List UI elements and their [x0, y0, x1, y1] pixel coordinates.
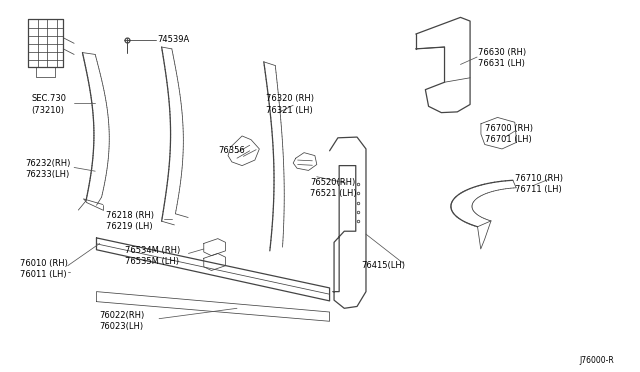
Text: 76022(RH)
76023(LH): 76022(RH) 76023(LH) — [100, 311, 145, 331]
Text: SEC.730
(73210): SEC.730 (73210) — [31, 94, 67, 115]
Text: 76700 (RH)
76701 (LH): 76700 (RH) 76701 (LH) — [484, 124, 532, 144]
Text: J76000-R: J76000-R — [579, 356, 614, 365]
Text: 76710 (RH)
76711 (LH): 76710 (RH) 76711 (LH) — [515, 174, 563, 194]
Text: 76415(LH): 76415(LH) — [362, 261, 406, 270]
Text: 76630 (RH)
76631 (LH): 76630 (RH) 76631 (LH) — [478, 48, 527, 68]
Text: 76218 (RH)
76219 (LH): 76218 (RH) 76219 (LH) — [106, 211, 154, 231]
Text: 76520(RH)
76521 (LH): 76520(RH) 76521 (LH) — [310, 178, 357, 198]
Text: 76356: 76356 — [218, 146, 244, 155]
Text: 76320 (RH)
76321 (LH): 76320 (RH) 76321 (LH) — [266, 94, 314, 115]
Text: 76534M (RH)
76535M (LH): 76534M (RH) 76535M (LH) — [125, 246, 180, 266]
Text: 76232(RH)
76233(LH): 76232(RH) 76233(LH) — [25, 159, 70, 179]
Text: 76010 (RH)
76011 (LH): 76010 (RH) 76011 (LH) — [20, 259, 68, 279]
Text: 74539A: 74539A — [157, 35, 189, 44]
